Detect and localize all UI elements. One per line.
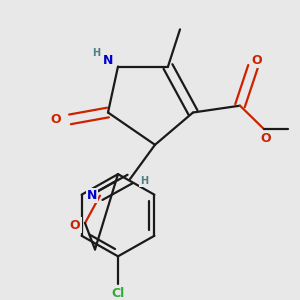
Text: H: H: [92, 48, 100, 58]
Text: O: O: [51, 113, 61, 126]
Text: O: O: [261, 132, 271, 146]
Text: Cl: Cl: [111, 287, 124, 300]
Text: O: O: [70, 218, 80, 232]
Text: H: H: [140, 176, 148, 186]
Text: O: O: [252, 54, 262, 67]
Text: N: N: [87, 189, 97, 202]
Text: N: N: [103, 54, 113, 67]
